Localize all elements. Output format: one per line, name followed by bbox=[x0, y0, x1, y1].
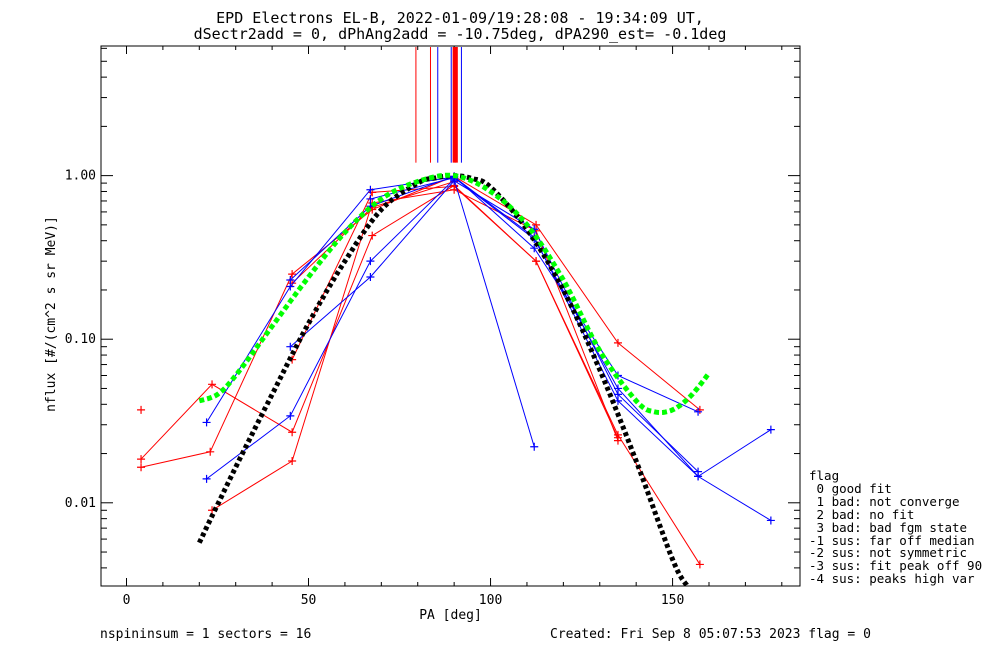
footer-left-info: nspininsum = 1 sectors = 16 bbox=[100, 627, 312, 642]
data-point bbox=[202, 474, 211, 483]
y-tick-label: 0.01 bbox=[65, 496, 96, 511]
plot-frame bbox=[100, 45, 801, 587]
series-line bbox=[211, 189, 619, 511]
data-point bbox=[206, 447, 215, 456]
series-line bbox=[370, 177, 772, 478]
data-point bbox=[288, 428, 297, 437]
flag-legend-item: -1 sus: far off median bbox=[809, 532, 975, 548]
data-point bbox=[286, 276, 295, 285]
x-tick-label: 0 bbox=[123, 593, 131, 608]
chart-title-line2: dSectr2add = 0, dPhAng2add = -10.75deg, … bbox=[193, 25, 727, 43]
data-point bbox=[766, 425, 775, 434]
data-point bbox=[695, 560, 704, 569]
data-point bbox=[366, 194, 375, 203]
data-point bbox=[286, 342, 295, 351]
x-axis-label: PA [deg] bbox=[419, 608, 482, 623]
data-point bbox=[137, 463, 146, 472]
flag-legend-item: 2 bad: no fit bbox=[809, 506, 915, 522]
y-axis-label: nflux [#/(cm^2 s sr MeV)] bbox=[44, 216, 59, 412]
series-line bbox=[206, 178, 535, 480]
data-point bbox=[694, 407, 703, 416]
data-point bbox=[613, 338, 622, 347]
data-point bbox=[366, 257, 375, 266]
data-point bbox=[288, 270, 297, 279]
data-point bbox=[530, 442, 539, 451]
flag-legend-item: 3 bad: bad fgm state bbox=[809, 519, 968, 535]
data-point bbox=[695, 405, 704, 414]
y-tick-label: 1.00 bbox=[65, 169, 96, 184]
flag-legend-item: -4 sus: peaks high var bbox=[809, 571, 975, 587]
data-point bbox=[532, 257, 541, 266]
series-line bbox=[140, 175, 701, 468]
data-point bbox=[613, 384, 622, 393]
flag-legend-item: 0 good fit bbox=[809, 480, 892, 496]
x-tick-label: 100 bbox=[479, 593, 502, 608]
green-fit-curve bbox=[198, 172, 711, 415]
flag-legend: flag 0 good fit 1 bad: not converge 2 ba… bbox=[809, 468, 983, 587]
data-point bbox=[208, 380, 217, 389]
data-point bbox=[366, 273, 375, 282]
x-tick-label: 50 bbox=[301, 593, 317, 608]
flag-legend-title: flag bbox=[809, 468, 840, 483]
data-point bbox=[286, 411, 295, 420]
flag-legend-item: -2 sus: not symmetric bbox=[809, 545, 968, 561]
data-point bbox=[694, 472, 703, 481]
footer-created-info: Created: Fri Sep 8 05:07:53 2023 flag = … bbox=[550, 627, 871, 642]
data-point bbox=[202, 418, 211, 427]
data-point bbox=[137, 405, 146, 414]
data-point bbox=[530, 244, 539, 253]
data-point bbox=[766, 516, 775, 525]
data-point bbox=[613, 433, 622, 442]
series-line bbox=[206, 176, 772, 521]
data-point bbox=[366, 185, 375, 194]
data-point bbox=[288, 457, 297, 466]
flag-legend-item: 1 bad: not converge bbox=[809, 493, 960, 509]
data-point bbox=[368, 231, 377, 240]
y-tick-label: 0.10 bbox=[65, 332, 96, 347]
series-line bbox=[289, 180, 699, 473]
data-point bbox=[137, 455, 146, 464]
x-tick-label: 150 bbox=[661, 593, 684, 608]
flag-legend-item: -3 sus: fit peak off 90 bbox=[809, 558, 983, 574]
chart-title-line1: EPD Electrons EL-B, 2022-01-09/19:28:08 … bbox=[216, 9, 704, 27]
